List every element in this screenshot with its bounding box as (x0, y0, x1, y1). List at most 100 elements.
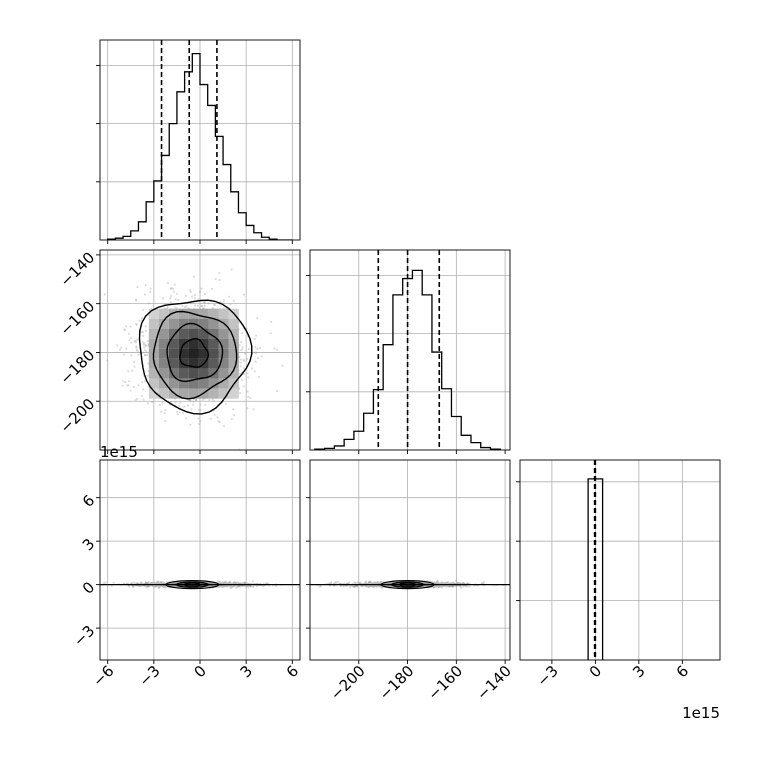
sample-point (358, 582, 361, 585)
density-cell (188, 368, 199, 379)
sample-point (144, 354, 147, 357)
histogram-bar (231, 192, 239, 240)
sample-point (130, 341, 133, 344)
density-cell (228, 318, 239, 329)
density-cell (198, 338, 209, 349)
sample-point (254, 346, 257, 349)
density-cell (198, 328, 209, 339)
histogram-bar (146, 202, 154, 240)
density-cell (158, 308, 169, 319)
sample-point (222, 425, 225, 428)
sample-point (146, 402, 150, 405)
sample-point (124, 325, 128, 328)
sample-point (147, 302, 150, 305)
density-cell (178, 388, 189, 399)
sample-point (189, 400, 192, 403)
sample-point (457, 581, 460, 584)
histogram-panel-1 (310, 250, 510, 450)
density-cell (158, 368, 169, 379)
sample-point (161, 297, 165, 300)
sample-point (255, 584, 258, 588)
sample-point (131, 585, 135, 588)
sample-point (353, 581, 356, 585)
sample-point (197, 298, 200, 301)
sample-point (241, 346, 244, 349)
panel-frame-2-2 (519, 459, 721, 661)
histogram-bar (138, 222, 146, 240)
sample-point (106, 359, 109, 362)
density-cell (168, 308, 179, 319)
sample-point (214, 303, 217, 307)
sample-point (450, 585, 454, 588)
sample-point (243, 581, 246, 584)
sample-point (116, 344, 119, 347)
sample-point (133, 360, 136, 364)
sample-point (468, 585, 471, 588)
density-cell (178, 358, 189, 369)
sample-point (118, 348, 121, 351)
sample-point (144, 284, 147, 287)
sample-point (251, 580, 255, 583)
density-cell (208, 388, 219, 399)
histogram-bar (422, 295, 432, 450)
sample-point (254, 370, 257, 373)
panel-frame-1-1 (309, 249, 511, 451)
density-cell (158, 328, 169, 339)
sample-point (334, 580, 337, 584)
sample-point (462, 582, 465, 585)
sample-point (241, 581, 245, 585)
sample-point (240, 340, 243, 344)
sample-point (217, 420, 220, 423)
sample-point (149, 290, 152, 294)
sample-point (139, 581, 143, 584)
sample-point (143, 349, 147, 352)
sample-point (269, 332, 272, 335)
sample-point (234, 581, 237, 584)
sample-point (146, 585, 149, 588)
density-cell (218, 348, 229, 359)
sample-point (189, 290, 192, 293)
sample-point (147, 580, 150, 584)
sample-point (216, 579, 219, 583)
histogram-bar (223, 165, 231, 240)
sample-point (198, 423, 201, 426)
sample-point (178, 411, 181, 414)
tick-label-x: −3 (135, 662, 163, 690)
sample-point (141, 381, 144, 384)
density-peak (188, 348, 199, 359)
sample-point (339, 584, 342, 588)
sample-point (219, 300, 222, 303)
sample-point (254, 360, 257, 363)
sample-point (195, 399, 198, 402)
sample-point (142, 398, 145, 401)
sample-point (147, 344, 150, 347)
sample-point (179, 244, 181, 246)
density-panel-0-1 (100, 244, 300, 450)
histogram-steps (107, 52, 293, 240)
sample-point (256, 356, 259, 360)
sample-point (170, 294, 173, 297)
sample-point (275, 348, 278, 351)
histogram-bar (432, 352, 442, 450)
density-cell (168, 378, 179, 389)
density-cell (208, 328, 219, 339)
density-cell (218, 308, 229, 319)
sample-point (225, 402, 228, 405)
density-cell (228, 338, 239, 349)
sample-point (447, 581, 450, 584)
tick-label-x: 0 (190, 662, 209, 681)
density-cell (168, 368, 179, 379)
sample-point (144, 344, 147, 347)
sample-point (158, 586, 161, 589)
density-cell (208, 318, 219, 329)
sample-point (246, 582, 249, 585)
sample-point (239, 361, 243, 364)
sample-point (199, 420, 202, 423)
sample-point (143, 353, 146, 357)
x-axis-scale-label: 1e15 (682, 704, 720, 722)
histogram-bar (595, 479, 602, 660)
density-cell (198, 348, 209, 359)
sample-point (197, 417, 200, 420)
density-cell (158, 318, 169, 329)
